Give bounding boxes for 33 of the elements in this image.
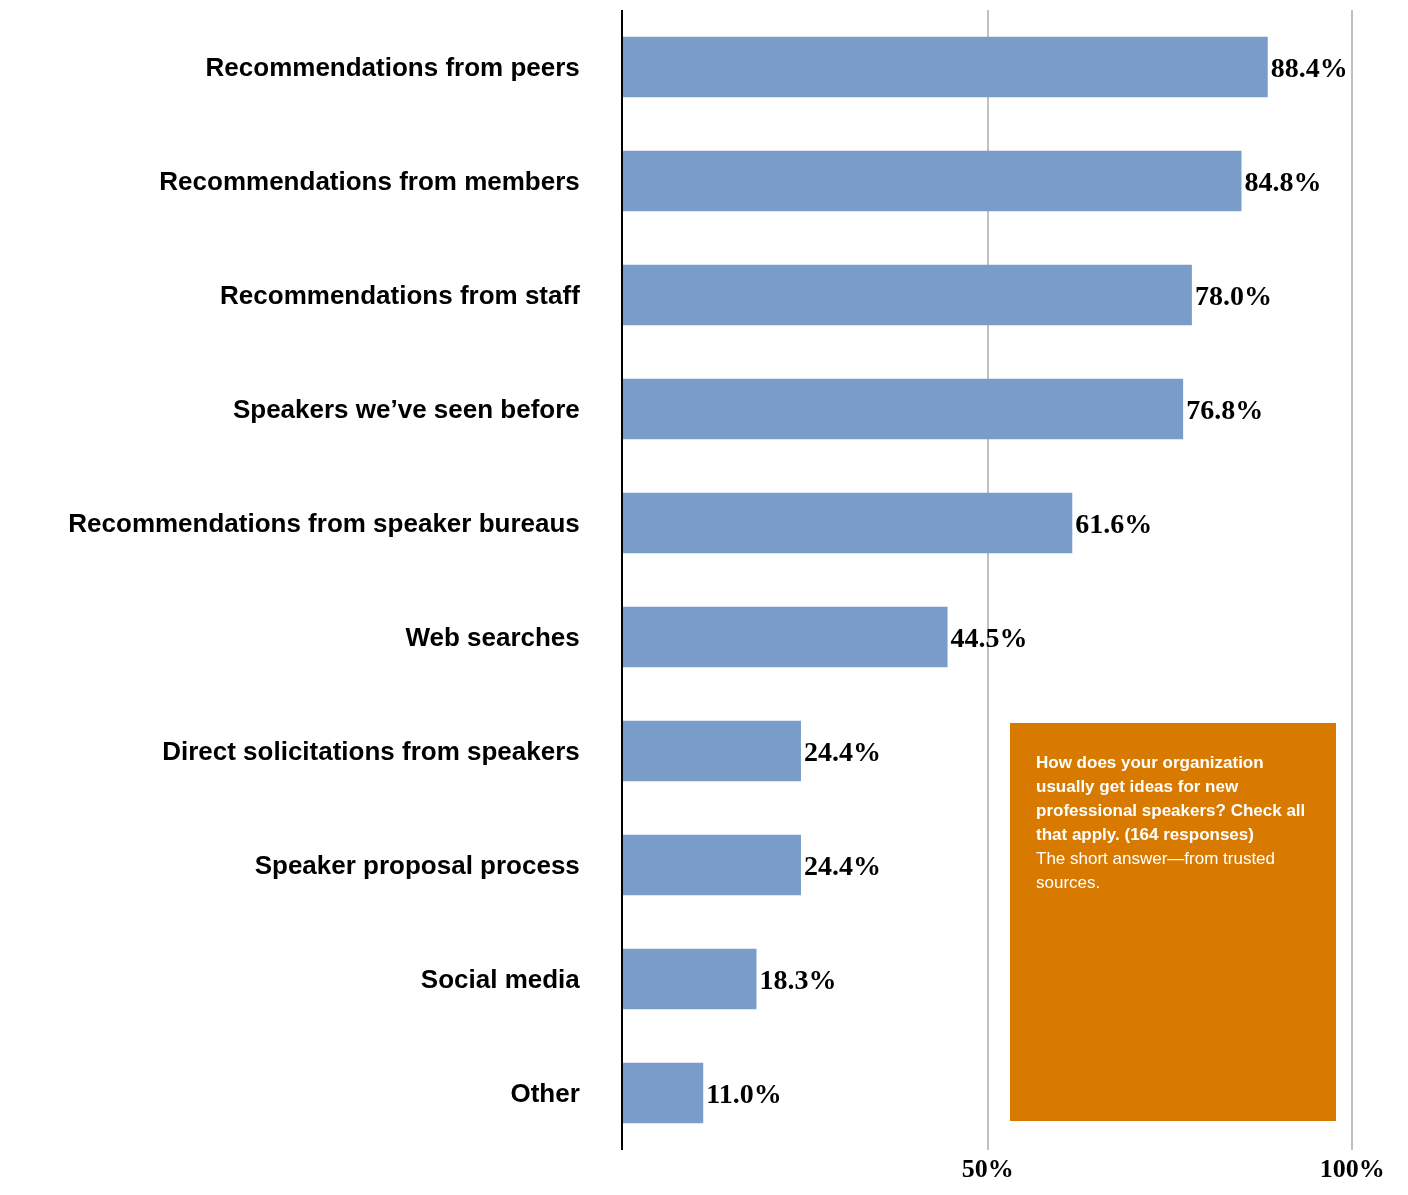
bar [623, 720, 801, 782]
data-label: 76.8% [1186, 393, 1264, 425]
data-label: 11.0% [706, 1077, 782, 1109]
bar [623, 36, 1268, 98]
x-tick-label: 100% [1319, 1154, 1385, 1183]
bar [623, 948, 757, 1010]
y-tick-label: Speaker proposal process [254, 850, 580, 881]
data-label: 61.6% [1075, 507, 1153, 539]
y-tick-label: Web searches [405, 622, 580, 653]
bar [623, 378, 1184, 440]
bar [623, 1062, 704, 1124]
data-label: 84.8% [1244, 165, 1322, 197]
y-tick-label: Speakers we’ve seen before [232, 394, 580, 425]
data-label: 88.4% [1270, 51, 1348, 83]
data-label: 24.4% [803, 849, 881, 881]
bar [623, 492, 1073, 554]
y-tick-label: Other [510, 1078, 580, 1109]
y-tick-label: Recommendations from peers [205, 52, 580, 83]
data-label: 24.4% [803, 735, 881, 767]
y-tick-label: Recommendations from members [159, 166, 580, 197]
bar [623, 834, 801, 896]
y-tick-label: Recommendations from speaker bureaus [68, 508, 580, 539]
x-tick-label: 50% [961, 1154, 1014, 1183]
data-label: 18.3% [759, 963, 837, 995]
bar [623, 264, 1192, 326]
data-label: 44.5% [950, 621, 1028, 653]
y-tick-label: Social media [420, 964, 581, 995]
text-card: How does your organization usually get ideas for new professional speakers? Check all that apply. (164 responses) The short answer—from trusted sources. [1010, 723, 1336, 1121]
data-label: 78.0% [1194, 279, 1272, 311]
bar [623, 150, 1242, 212]
y-tick-label: Recommendations from staff [220, 280, 581, 311]
bar [623, 606, 948, 668]
y-tick-label: Direct solicitations from speakers [162, 736, 580, 767]
